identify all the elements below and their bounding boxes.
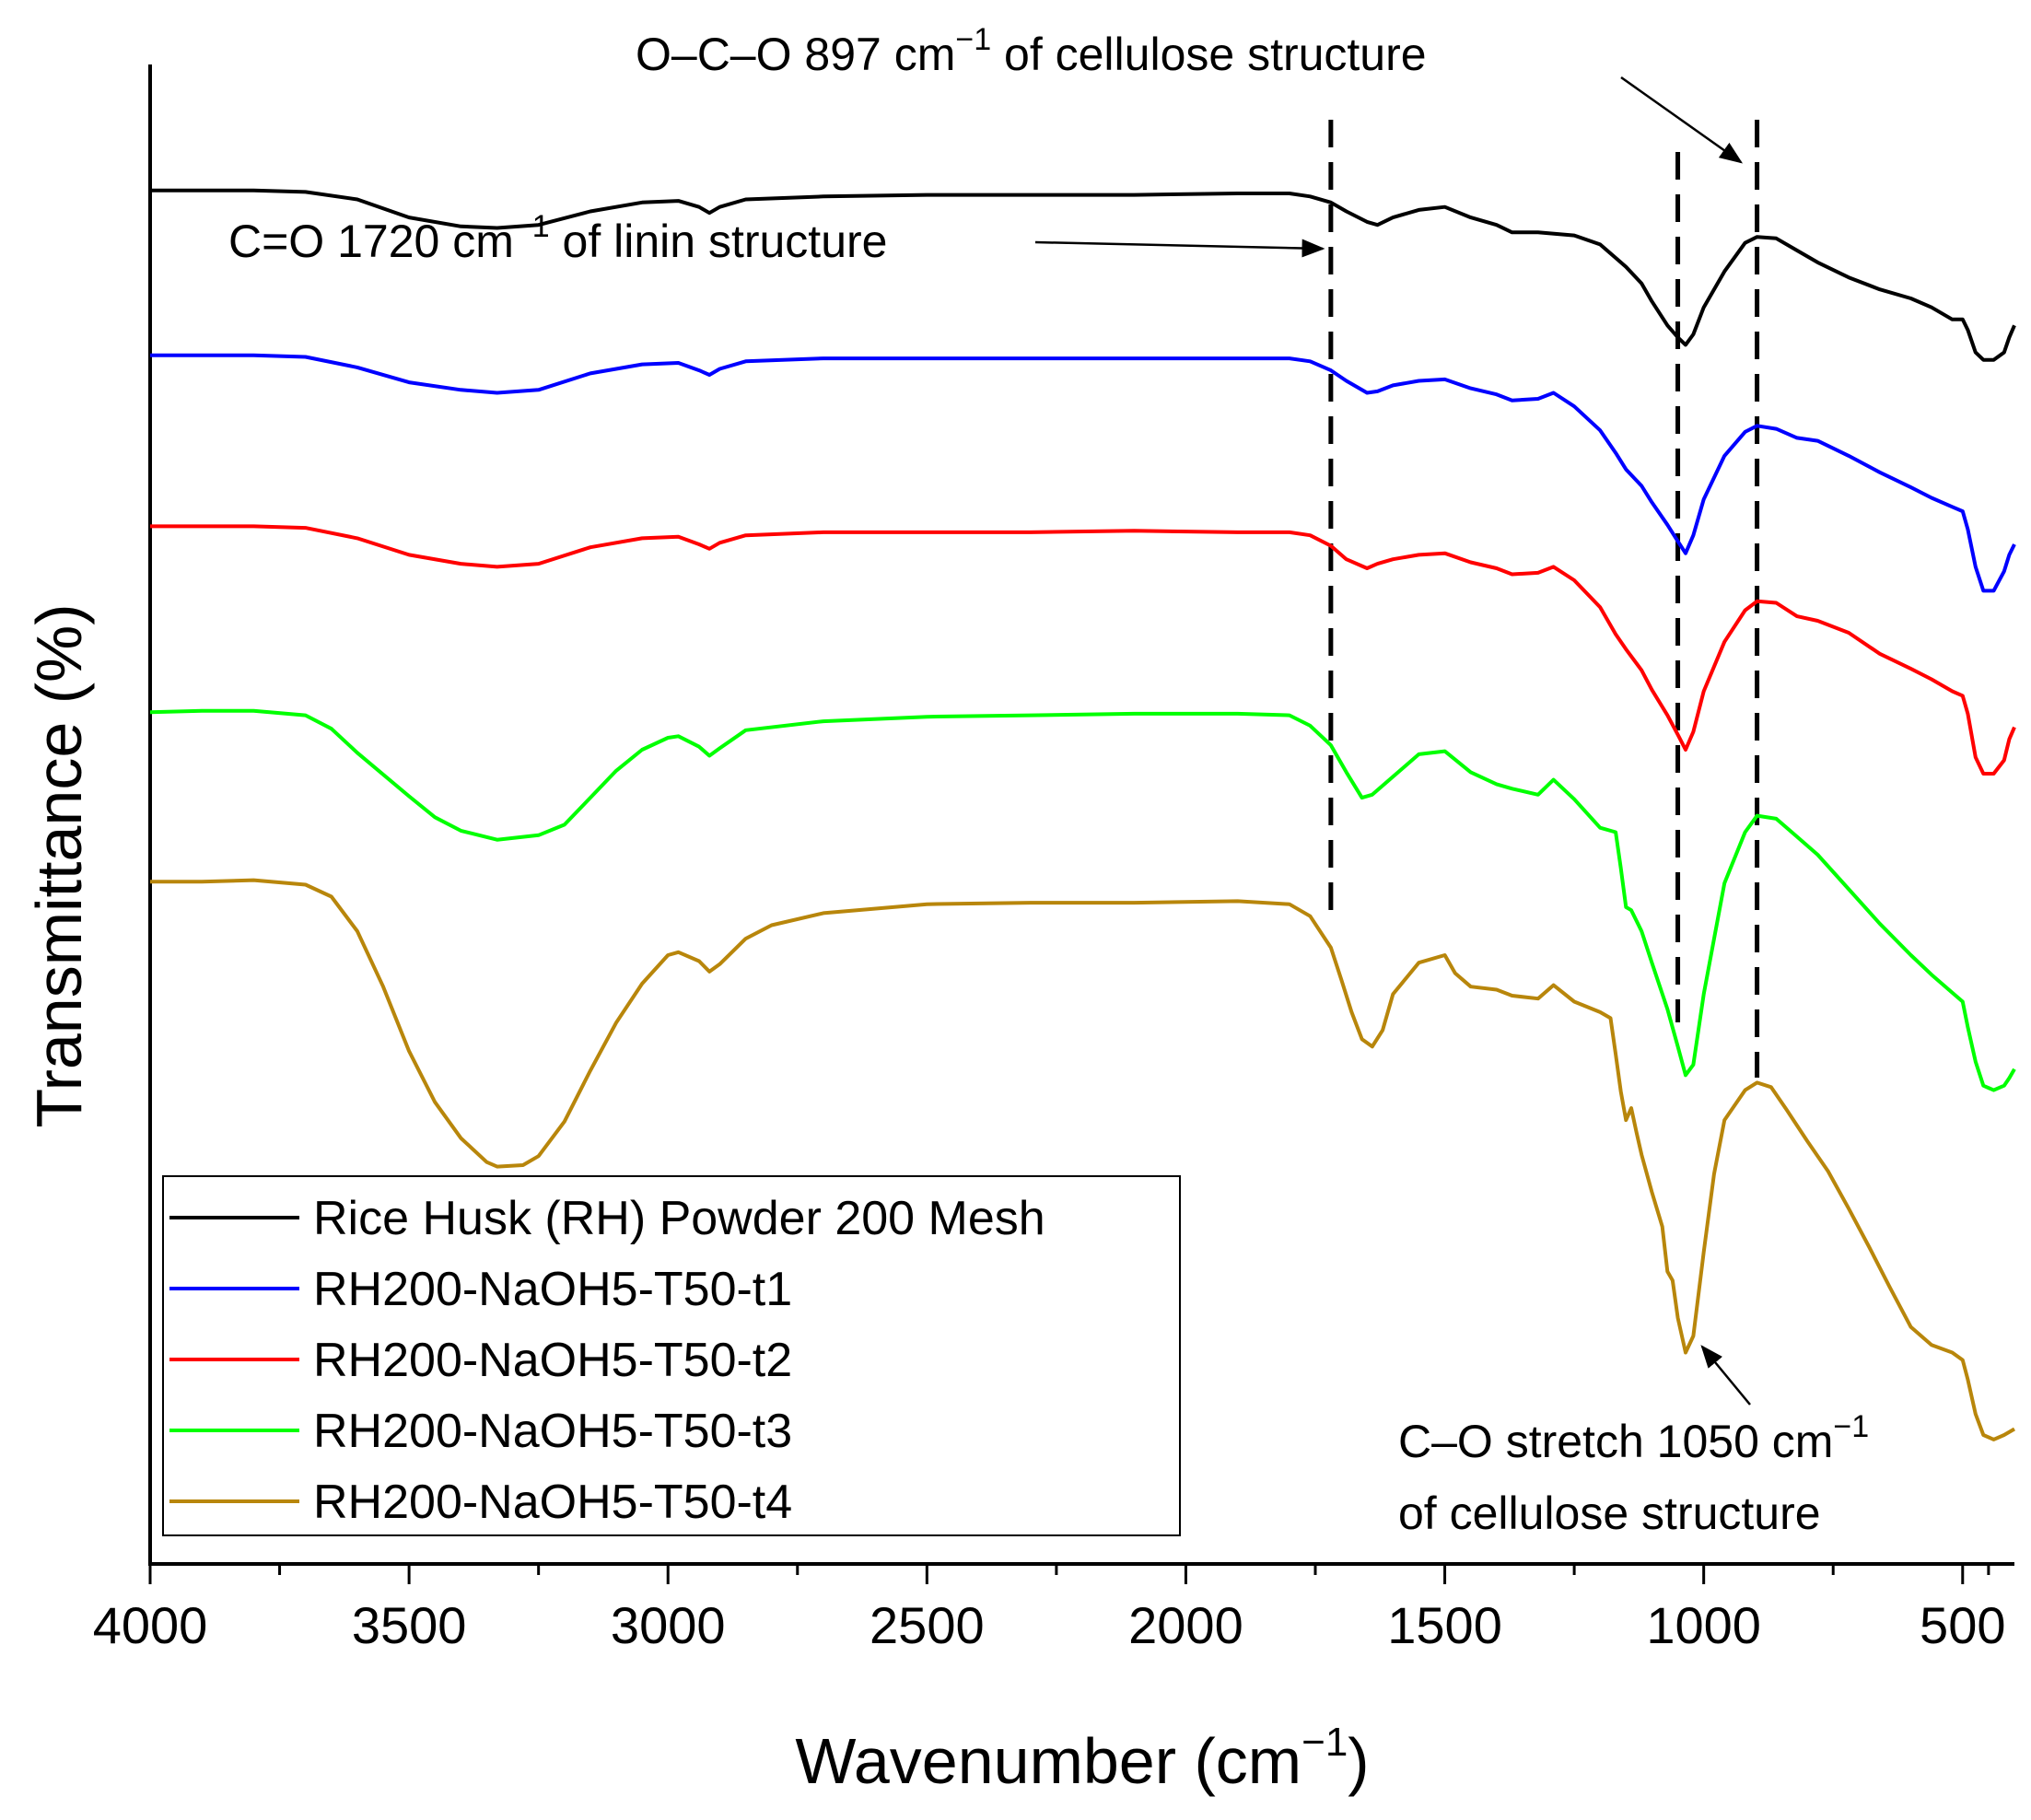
series-line-5 bbox=[150, 878, 2016, 1441]
annotation-oco-rest: of cellulose structure bbox=[991, 29, 1426, 80]
annotation-co-1050-line1: C–O stretch 1050 cm−1 bbox=[1398, 1409, 1869, 1467]
x-tick-label: 3500 bbox=[352, 1596, 467, 1654]
annotation-oco-897: O–C–O 897 cm−1 of cellulose structure bbox=[636, 22, 1427, 80]
y-axis-title: Transmittance (%) bbox=[23, 603, 95, 1127]
legend-label: RH200-NaOH5-T50-t1 bbox=[313, 1263, 792, 1316]
annotation-oco-arrow bbox=[1620, 76, 1744, 164]
x-tick-label: 2500 bbox=[870, 1596, 985, 1654]
legend-label: RH200-NaOH5-T50-t4 bbox=[313, 1476, 792, 1529]
x-tick-label: 1500 bbox=[1387, 1596, 1502, 1654]
legend-label: RH200-NaOH5-T50-t3 bbox=[313, 1405, 792, 1458]
series-line-4 bbox=[149, 708, 2016, 1092]
annotation-co-1050-line2: of cellulose structure bbox=[1398, 1488, 1821, 1539]
annotation-co1050-sup: −1 bbox=[1833, 1409, 1869, 1444]
series-line-1 bbox=[150, 188, 2016, 362]
annotation-co1050-arrow bbox=[1700, 1345, 1751, 1406]
x-axis-title: Wavenumber (cm−1) bbox=[795, 1720, 1369, 1797]
x-axis-title-sup: −1 bbox=[1301, 1720, 1348, 1765]
x-tick-label: 4000 bbox=[93, 1596, 208, 1654]
annotation-co-1720: C=O 1720 cm−1 of linin structure bbox=[228, 209, 887, 267]
annotation-co1720-sup: −1 bbox=[514, 209, 550, 244]
x-tick-label: 3000 bbox=[611, 1596, 726, 1654]
legend-label: RH200-NaOH5-T50-t2 bbox=[313, 1334, 792, 1387]
reference-lines bbox=[1328, 120, 1760, 1078]
annotation-co1720-text: C=O 1720 cm bbox=[228, 216, 514, 267]
x-tick-label: 2000 bbox=[1128, 1596, 1243, 1654]
x-tick-label: 500 bbox=[1920, 1596, 2005, 1654]
series-group bbox=[149, 188, 2016, 1441]
x-tick-label: 1000 bbox=[1646, 1596, 1761, 1654]
legend-box bbox=[162, 1175, 1181, 1536]
x-ticks: 4000 3500 3000 2500 2000 1500 1000 500 bbox=[93, 1564, 2005, 1654]
annotation-oco-text: O–C–O 897 cm bbox=[636, 29, 955, 80]
series-line-2 bbox=[150, 353, 2016, 593]
annotation-co1050-text: C–O stretch 1050 cm bbox=[1398, 1416, 1833, 1467]
legend-label: Rice Husk (RH) Powder 200 Mesh bbox=[313, 1192, 1045, 1245]
series-line-3 bbox=[150, 524, 2016, 776]
annotations: O–C–O 897 cm−1 of cellulose structure C=… bbox=[228, 22, 1869, 1539]
legend: Rice Husk (RH) Powder 200 Mesh RH200-NaOH… bbox=[162, 1175, 1181, 1536]
annotation-oco-sup: −1 bbox=[955, 22, 991, 57]
x-axis-title-suffix: ) bbox=[1348, 1725, 1369, 1797]
annotation-co1720-arrow bbox=[1034, 239, 1325, 258]
x-axis-title-main: Wavenumber (cm bbox=[795, 1725, 1301, 1797]
annotation-co1720-rest: of linin structure bbox=[550, 216, 888, 267]
